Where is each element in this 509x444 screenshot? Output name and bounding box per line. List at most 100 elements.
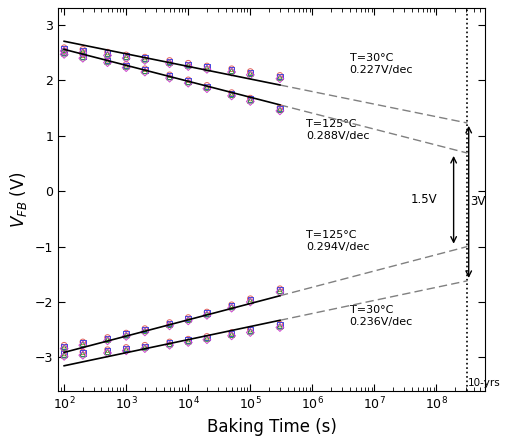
Point <box>184 76 192 83</box>
Point <box>103 59 111 66</box>
Point <box>60 50 68 57</box>
Point <box>140 344 149 351</box>
Point <box>227 302 235 309</box>
Point <box>203 63 211 71</box>
Point <box>60 51 68 58</box>
Point <box>203 312 211 319</box>
Point <box>246 297 254 305</box>
Point <box>122 63 130 70</box>
Point <box>246 329 254 336</box>
Point <box>122 346 130 353</box>
Point <box>275 105 284 112</box>
Point <box>275 73 284 80</box>
Point <box>227 303 235 310</box>
Point <box>227 330 235 337</box>
Point <box>246 68 254 75</box>
Point <box>246 70 254 77</box>
Point <box>60 344 68 351</box>
Point <box>246 95 254 102</box>
Point <box>103 52 111 59</box>
Point <box>103 349 111 357</box>
Point <box>78 55 87 62</box>
Point <box>103 335 111 342</box>
Point <box>140 325 149 332</box>
Text: 10-yrs: 10-yrs <box>467 378 499 388</box>
Point <box>60 44 68 51</box>
Point <box>60 350 68 357</box>
Point <box>246 98 254 105</box>
Point <box>275 323 284 330</box>
Point <box>78 54 87 61</box>
Point <box>103 56 111 63</box>
Point <box>78 338 87 345</box>
Point <box>140 327 149 334</box>
Point <box>227 329 235 336</box>
Point <box>184 63 192 70</box>
Point <box>227 305 235 312</box>
Point <box>78 348 87 355</box>
Point <box>275 75 284 82</box>
Point <box>184 77 192 84</box>
Point <box>165 57 173 64</box>
Point <box>122 331 130 338</box>
Point <box>227 301 235 308</box>
Point <box>140 68 149 75</box>
Point <box>275 321 284 328</box>
Point <box>122 55 130 62</box>
Point <box>203 336 211 343</box>
Point <box>78 341 87 348</box>
Point <box>165 74 173 81</box>
Point <box>60 46 68 53</box>
Point <box>165 340 173 347</box>
X-axis label: Baking Time (s): Baking Time (s) <box>206 418 336 436</box>
Point <box>203 334 211 341</box>
Text: T=30°C
0.227V/dec: T=30°C 0.227V/dec <box>349 53 412 75</box>
Point <box>122 347 130 354</box>
Point <box>122 52 130 59</box>
Point <box>165 71 173 79</box>
Point <box>122 52 130 59</box>
Point <box>140 326 149 333</box>
Point <box>165 59 173 66</box>
Point <box>78 52 87 59</box>
Point <box>140 65 149 72</box>
Point <box>203 311 211 318</box>
Point <box>203 309 211 317</box>
Point <box>140 329 149 336</box>
Point <box>122 54 130 61</box>
Point <box>78 349 87 357</box>
Point <box>275 74 284 81</box>
Point <box>103 347 111 354</box>
Point <box>103 348 111 355</box>
Point <box>165 319 173 326</box>
Point <box>227 66 235 73</box>
Point <box>165 342 173 349</box>
Point <box>103 334 111 341</box>
Point <box>203 84 211 91</box>
Point <box>140 56 149 63</box>
Point <box>246 327 254 334</box>
Point <box>122 344 130 351</box>
Point <box>78 350 87 357</box>
Point <box>122 333 130 340</box>
Text: T=125°C
0.294V/dec: T=125°C 0.294V/dec <box>306 230 369 252</box>
Point <box>140 67 149 75</box>
Point <box>165 58 173 65</box>
Point <box>165 320 173 327</box>
Point <box>246 69 254 76</box>
Point <box>184 62 192 69</box>
Point <box>78 47 87 54</box>
Y-axis label: $V_{FB}$ (V): $V_{FB}$ (V) <box>8 171 30 228</box>
Point <box>246 295 254 302</box>
Point <box>246 298 254 305</box>
Point <box>184 317 192 325</box>
Point <box>184 59 192 67</box>
Point <box>275 285 284 292</box>
Point <box>203 83 211 90</box>
Point <box>140 66 149 73</box>
Point <box>246 328 254 335</box>
Point <box>203 335 211 342</box>
Point <box>184 61 192 68</box>
Point <box>275 106 284 113</box>
Point <box>165 75 173 82</box>
